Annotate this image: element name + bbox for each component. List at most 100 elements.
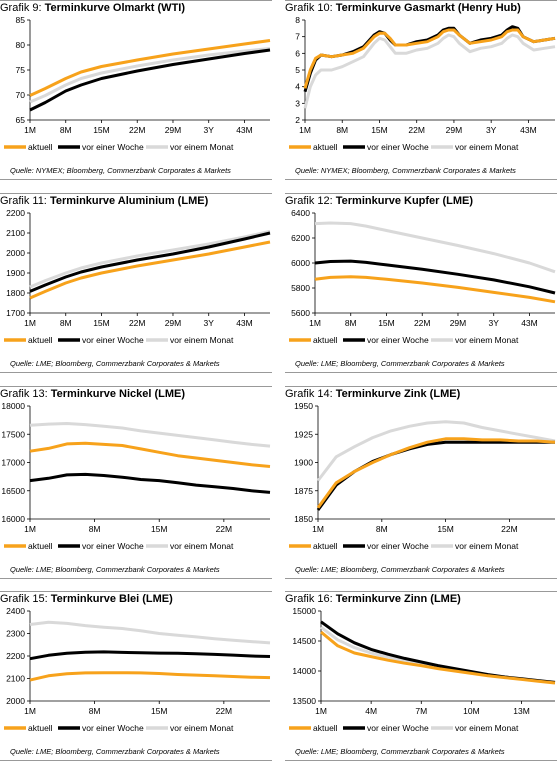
legend-label: vor einem Monat bbox=[170, 723, 234, 733]
y-tick-label: 1800 bbox=[6, 288, 25, 298]
grafik-number: Grafik 10: bbox=[285, 2, 336, 14]
series-line-aktuell bbox=[314, 275, 556, 304]
chart-title: Grafik 10: Terminkurve Gasmarkt (Henry H… bbox=[285, 2, 521, 14]
series-line-aktuell bbox=[29, 671, 271, 682]
chart-panel: Grafik 14: Terminkurve Zink (LME) 1850 187… bbox=[285, 386, 557, 581]
x-tick-label: 1M bbox=[312, 524, 324, 534]
y-tick-label: 8 bbox=[295, 15, 300, 25]
line-chart: 16000 16500 17000 17500 18000 1M 8M 15M 22M aktue… bbox=[1, 401, 271, 551]
series-line-aktuell bbox=[29, 39, 271, 97]
legend-label: vor einer Woche bbox=[367, 723, 429, 733]
y-tick-label: 85 bbox=[16, 15, 26, 25]
chart-title: Grafik 9: Terminkurve Olmarkt (WTI) bbox=[0, 2, 185, 14]
chart-panel: Grafik 12: Terminkurve Kupfer (LME) 5600 5… bbox=[285, 193, 557, 375]
y-tick-label: 2300 bbox=[6, 629, 25, 639]
chart-title-text: Terminkurve Kupfer (LME) bbox=[335, 195, 474, 207]
x-tick-label: 1M bbox=[24, 125, 36, 135]
chart-title: Grafik 12: Terminkurve Kupfer (LME) bbox=[285, 195, 473, 207]
legend-label: vor einer Woche bbox=[367, 142, 429, 152]
legend-label: aktuell bbox=[28, 142, 53, 152]
chart-panel: Grafik 13: Terminkurve Nickel (LME) 16000… bbox=[0, 386, 272, 581]
series-line-vor-einem-Monat bbox=[29, 422, 271, 448]
y-tick-label: 6200 bbox=[291, 233, 310, 243]
chart-title: Grafik 14: Terminkurve Zink (LME) bbox=[285, 388, 460, 400]
x-tick-label: 8M bbox=[89, 706, 101, 716]
x-tick-label: 29M bbox=[446, 125, 463, 135]
line-chart: 2000 2100 2200 2300 2400 1M 8M 15M 22M aktuell vor… bbox=[4, 606, 271, 733]
y-tick-label: 1875 bbox=[294, 486, 313, 496]
chart-title-text: Terminkurve Olmarkt (WTI) bbox=[44, 2, 186, 14]
y-tick-label: 15000 bbox=[292, 606, 316, 616]
divider bbox=[285, 760, 557, 761]
y-tick-label: 2100 bbox=[6, 674, 25, 684]
chart-title: Grafik 13: Terminkurve Nickel (LME) bbox=[0, 388, 185, 400]
legend-label: aktuell bbox=[313, 142, 338, 152]
divider bbox=[0, 386, 272, 387]
chart-panel: Grafik 15: Terminkurve Blei (LME) 2000 210… bbox=[0, 591, 272, 763]
x-tick-label: 8M bbox=[60, 318, 72, 328]
y-tick-label: 65 bbox=[16, 115, 26, 125]
chart-panel: Grafik 11: Terminkurve Aluminium (LME) 17… bbox=[0, 193, 272, 375]
divider bbox=[285, 193, 557, 194]
line-chart: 1850 1875 1900 1925 1950 1M 8M 15M 22M aktuell vor… bbox=[289, 401, 556, 551]
series-line-vor-einer-Woche bbox=[316, 440, 555, 511]
x-tick-label: 1M bbox=[315, 706, 327, 716]
x-tick-label: 43M bbox=[521, 318, 538, 328]
legend-label: vor einer Woche bbox=[82, 541, 144, 551]
x-tick-label: 4M bbox=[365, 706, 377, 716]
series-line-vor-einem-Monat bbox=[29, 229, 271, 289]
x-tick-label: 15M bbox=[93, 318, 110, 328]
grafik-number: Grafik 12: bbox=[285, 195, 336, 207]
series-line-vor-einer-Woche bbox=[29, 650, 271, 661]
legend-label: vor einem Monat bbox=[170, 142, 234, 152]
series-line-vor-einer-Woche bbox=[314, 259, 556, 295]
x-tick-label: 43M bbox=[236, 318, 253, 328]
x-tick-label: 15M bbox=[437, 524, 454, 534]
line-chart: 5600 5800 6000 6200 6400 1M 8M 15M 22M 29M 3Y 43M ak… bbox=[289, 208, 556, 345]
legend-label: aktuell bbox=[28, 335, 53, 345]
x-tick-label: 22M bbox=[129, 125, 146, 135]
legend-label: vor einem Monat bbox=[455, 541, 519, 551]
grafik-number: Grafik 9: bbox=[0, 2, 45, 14]
source-note: Quelle: NYMEX; Bloomberg, Commerzbank Co… bbox=[295, 166, 516, 175]
x-tick-label: 8M bbox=[336, 125, 348, 135]
y-tick-label: 2200 bbox=[6, 208, 25, 218]
line-chart: 1700 1800 1900 2000 2100 2200 1M 8M 15M 22M 29M 3Y 4… bbox=[4, 208, 271, 345]
x-tick-label: 22M bbox=[129, 318, 146, 328]
x-tick-label: 22M bbox=[408, 125, 425, 135]
divider bbox=[0, 760, 272, 761]
divider bbox=[0, 578, 272, 579]
chart-title: Grafik 11: Terminkurve Aluminium (LME) bbox=[0, 195, 208, 207]
grafik-number: Grafik 16: bbox=[285, 593, 336, 605]
divider bbox=[285, 591, 557, 592]
x-tick-label: 1M bbox=[24, 318, 36, 328]
y-tick-label: 5 bbox=[295, 65, 300, 75]
y-tick-label: 75 bbox=[16, 65, 26, 75]
chart-title-text: Terminkurve Zinn (LME) bbox=[335, 593, 461, 605]
y-tick-label: 4 bbox=[295, 82, 300, 92]
line-chart: 2 3 4 5 6 7 8 1M 8M 15M 22M 29M 3Y 43M aktuell vor eine… bbox=[289, 15, 556, 152]
x-tick-label: 15M bbox=[151, 524, 168, 534]
y-tick-label: 1925 bbox=[294, 429, 313, 439]
x-tick-label: 43M bbox=[520, 125, 537, 135]
y-tick-label: 17500 bbox=[1, 429, 25, 439]
series-line-aktuell bbox=[29, 441, 271, 468]
x-tick-label: 22M bbox=[501, 524, 518, 534]
legend-label: aktuell bbox=[28, 723, 53, 733]
series-line-vor-einem-Monat bbox=[314, 221, 556, 274]
y-tick-label: 1900 bbox=[6, 268, 25, 278]
legend-label: vor einer Woche bbox=[82, 142, 144, 152]
x-tick-label: 3Y bbox=[204, 125, 215, 135]
x-tick-label: 3Y bbox=[489, 318, 500, 328]
divider bbox=[0, 0, 272, 1]
y-tick-label: 13500 bbox=[292, 696, 316, 706]
divider bbox=[285, 578, 557, 579]
y-tick-label: 1850 bbox=[294, 514, 313, 524]
source-note: Quelle: LME; Bloomberg, Commerzbank Corp… bbox=[295, 565, 505, 574]
chart-panel: Grafik 10: Terminkurve Gasmarkt (Henry H… bbox=[285, 0, 557, 182]
y-tick-label: 70 bbox=[16, 90, 26, 100]
x-tick-label: 1M bbox=[24, 524, 36, 534]
y-tick-label: 14500 bbox=[292, 636, 316, 646]
x-tick-label: 8M bbox=[89, 524, 101, 534]
y-tick-label: 2200 bbox=[6, 651, 25, 661]
